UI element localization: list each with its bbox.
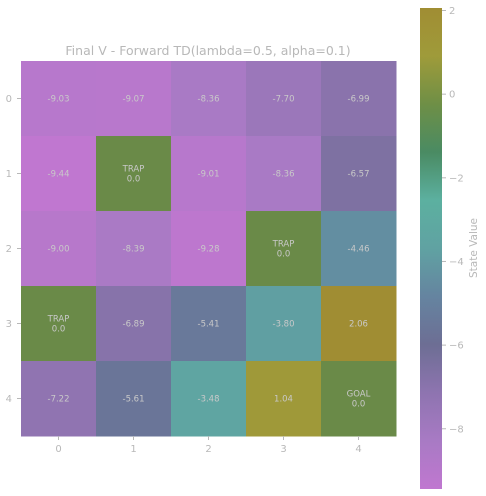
colorbar-label: State Value [468, 218, 480, 278]
cell-value-label: -6.99 [348, 95, 370, 105]
colorbar-tick-label: −6 [449, 341, 464, 352]
cell-value-label: 1.04 [274, 395, 293, 405]
colorbar-tick-label: −8 [449, 424, 464, 435]
colorbar-tick-label: −4 [449, 257, 464, 268]
cell-value-label: -4.46 [348, 245, 370, 255]
cell-value-label: 2.06 [349, 320, 368, 330]
cell-value-label: -9.00 [48, 245, 70, 255]
cell-value-label: -5.41 [198, 320, 220, 330]
cell-value-label: -3.80 [273, 320, 295, 330]
colorbar-ticks: −8 −6 −4 −2 0 2 [442, 6, 464, 435]
y-tick-label: 0 [6, 94, 12, 105]
cell-value-label: -9.03 [48, 95, 70, 105]
cell-value-label: -9.07 [123, 95, 145, 105]
colorbar-tick-label: 2 [449, 6, 455, 17]
y-tick-label: 3 [6, 319, 12, 330]
cell-value-label: -8.39 [123, 245, 145, 255]
x-tick-label: 1 [130, 444, 136, 455]
x-tick-label: 2 [205, 444, 211, 455]
x-axis-ticks: 0 1 2 3 4 [55, 436, 361, 455]
cell-value-label: -7.70 [273, 95, 295, 105]
x-tick-label: 3 [280, 444, 286, 455]
y-tick-label: 1 [6, 169, 12, 180]
cell-value-label: -5.61 [123, 395, 145, 405]
heatmap-cells: -9.03 -9.07 -8.36 -7.70 -6.99-9.44 TRAP 0.0 -9.… [21, 61, 397, 437]
colorbar-tick-label: 0 [449, 90, 455, 101]
chart-title: Final V - Forward TD(lambda=0.5, alpha=0… [65, 43, 350, 58]
cell-value-label: -6.57 [348, 170, 370, 180]
colorbar-tick-label: −2 [449, 173, 464, 184]
cell-value-label: -7.22 [48, 395, 70, 405]
y-tick-label: 2 [6, 244, 12, 255]
cell-value-label: -8.36 [198, 95, 220, 105]
x-tick-label: 4 [355, 444, 361, 455]
cell-value-label: -8.36 [273, 170, 295, 180]
cell-value-label: -6.89 [123, 320, 145, 330]
cell-value-label: -9.01 [198, 170, 220, 180]
cell-value-label: -9.44 [48, 170, 70, 180]
cell-value-label: -9.28 [198, 245, 220, 255]
y-axis-ticks: 0 1 2 3 4 [6, 94, 21, 405]
x-tick-label: 0 [55, 444, 61, 455]
colorbar [420, 8, 442, 489]
y-tick-label: 4 [6, 394, 12, 405]
cell-value-label: -3.48 [198, 395, 220, 405]
